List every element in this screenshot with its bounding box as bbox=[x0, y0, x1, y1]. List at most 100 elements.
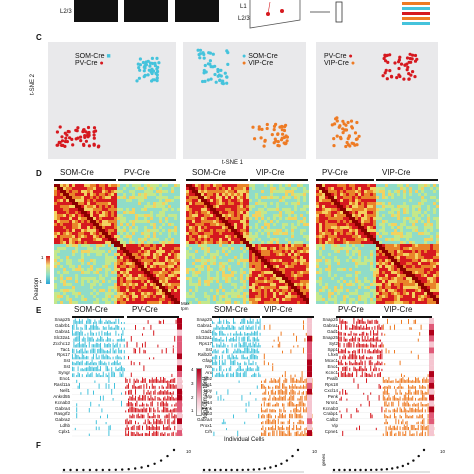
tsne-point bbox=[138, 57, 142, 61]
tsne-point bbox=[343, 128, 347, 132]
tsne-point bbox=[281, 132, 285, 136]
tsne-point bbox=[58, 125, 62, 129]
tsne-point bbox=[226, 62, 230, 66]
tsne-point bbox=[393, 61, 397, 65]
tsne-point bbox=[203, 79, 207, 83]
tsne-point bbox=[395, 76, 399, 80]
gene-label: Slc32a1 bbox=[195, 334, 212, 340]
tsne-point bbox=[341, 131, 345, 135]
corr-matrix-3 bbox=[316, 184, 439, 304]
gene-label: Kcnab3 bbox=[54, 399, 70, 405]
gene-label: Gad1 bbox=[326, 328, 338, 334]
gene-label: Ankrd55 bbox=[53, 393, 70, 399]
gene-label: Tac1 bbox=[60, 346, 70, 352]
gene-label: Eno1 bbox=[59, 376, 70, 381]
gene-label: Vip bbox=[331, 423, 338, 429]
log-colorbar-label: log10(max tpm) bbox=[203, 376, 209, 418]
tsne-point bbox=[409, 60, 413, 64]
tsne-point bbox=[276, 140, 280, 144]
tsne-point bbox=[79, 135, 83, 139]
tsne-point bbox=[272, 128, 276, 132]
e-header-1b: PV-Cre bbox=[132, 305, 158, 314]
tsne-point bbox=[413, 53, 418, 58]
corr-matrix-1 bbox=[54, 184, 180, 304]
tsne-point bbox=[350, 126, 354, 130]
schematic-l1: L1 bbox=[240, 4, 247, 10]
d-header-3a: PV-Cre bbox=[322, 168, 348, 177]
tsne-point bbox=[218, 78, 222, 82]
tsne-point bbox=[335, 119, 339, 123]
tsne-point bbox=[217, 73, 221, 77]
log-colorbar bbox=[196, 368, 202, 416]
tsne-point bbox=[407, 77, 411, 81]
gene-label: Rps18 bbox=[324, 381, 338, 387]
gene-label: Ralb2b bbox=[197, 352, 212, 358]
gene-label: Penk bbox=[327, 393, 338, 399]
f-plot-3 bbox=[332, 448, 430, 473]
e-header-3b: VIP-Cre bbox=[384, 305, 413, 314]
tsne-point bbox=[381, 74, 385, 78]
tsne-point bbox=[149, 68, 153, 72]
tsne-point bbox=[415, 57, 419, 61]
gene-label: Syngr bbox=[58, 370, 70, 376]
tsne-point bbox=[347, 135, 351, 139]
d-header-2a: SOM-Cre bbox=[192, 168, 226, 177]
tsne-point bbox=[144, 62, 148, 66]
gene-label: Snap25 bbox=[54, 317, 70, 322]
tsne-point bbox=[355, 120, 359, 125]
gene-label: Gad1 bbox=[200, 328, 212, 334]
tsne-point bbox=[251, 125, 255, 129]
tsne-point bbox=[355, 137, 359, 141]
tsne2-label: t-SNE 2 bbox=[30, 73, 36, 95]
tsne-point bbox=[74, 128, 78, 132]
corr-matrix-2 bbox=[186, 184, 309, 304]
tsne-point bbox=[84, 130, 88, 134]
gene-label: Pvalb bbox=[326, 376, 338, 381]
tsne-point bbox=[397, 60, 401, 64]
tsne-point bbox=[148, 64, 152, 68]
panel-f-label: F bbox=[36, 441, 41, 450]
tsne-point bbox=[411, 53, 415, 57]
tsne-point bbox=[76, 136, 80, 140]
individual-cells-label: Individual Cells bbox=[224, 437, 265, 443]
tsne-point bbox=[84, 139, 88, 143]
tsne-point bbox=[382, 56, 386, 61]
tsne-point bbox=[137, 66, 141, 70]
gene-label: Arx bbox=[205, 370, 212, 376]
gene-label: Nrsn1 bbox=[325, 399, 338, 405]
tsne-point bbox=[280, 124, 284, 129]
tsne-point bbox=[272, 141, 276, 145]
tsne-point bbox=[211, 52, 215, 56]
tsne-point bbox=[341, 119, 345, 123]
tsne-point bbox=[208, 59, 212, 63]
tsne-point bbox=[83, 134, 87, 138]
tsne-point bbox=[383, 71, 387, 75]
log-tick-3: 3 bbox=[191, 381, 194, 386]
tsne-point bbox=[332, 137, 336, 141]
tsne-point bbox=[136, 62, 140, 66]
tsne-point bbox=[406, 65, 410, 69]
gene-label: Sst bbox=[63, 358, 70, 364]
tsne-point bbox=[405, 68, 409, 72]
tsne-point bbox=[357, 134, 361, 138]
tsne-point bbox=[402, 77, 406, 81]
d-header-2b: VIP-Cre bbox=[256, 168, 285, 177]
tsne-point bbox=[346, 120, 350, 125]
tsne-point bbox=[214, 80, 218, 84]
f-plot-1 bbox=[62, 448, 180, 473]
tsne-point bbox=[143, 73, 147, 77]
tsne-point bbox=[209, 65, 213, 69]
gene-label: Ndrg1 bbox=[199, 381, 212, 387]
tsne-point bbox=[398, 74, 402, 79]
gene-label: Nell1 bbox=[59, 387, 70, 393]
tsne-point bbox=[276, 132, 280, 136]
tsne-point bbox=[265, 122, 269, 127]
tsne-point bbox=[157, 61, 161, 65]
tsne-point bbox=[202, 56, 206, 60]
tsne-point bbox=[280, 128, 284, 132]
tsne-point bbox=[398, 55, 402, 59]
tsne-point bbox=[94, 129, 98, 133]
tsne-point bbox=[92, 136, 96, 140]
tsne-point bbox=[349, 119, 354, 123]
tsne-plot-1 bbox=[48, 42, 176, 159]
